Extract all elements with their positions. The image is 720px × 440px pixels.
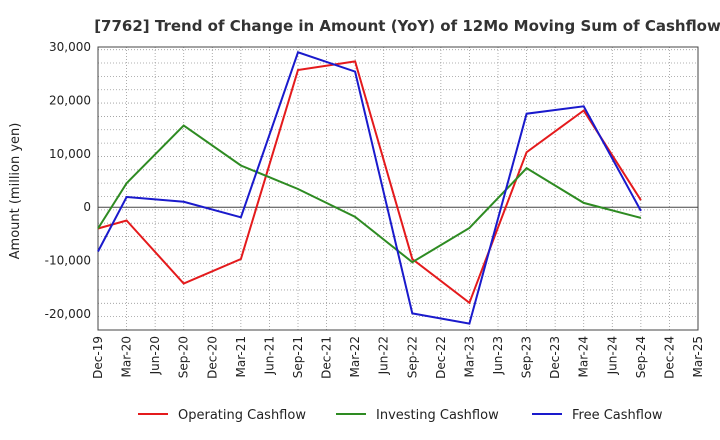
x-tick-label: Mar-20 [120,336,134,377]
plot-border [97,46,699,331]
y-tick-label: 10,000 [49,147,91,161]
x-tick-label: Sep-21 [291,336,305,378]
x-tick-label: Dec-22 [434,336,448,379]
legend-label-operating-cashflow: Operating Cashflow [178,408,306,423]
x-tick-label: Jun-22 [377,336,391,375]
series-line-investing-cashflow [97,124,642,264]
x-tick-label: Mar-23 [462,336,476,377]
chart-title: [7762] Trend of Change in Amount (YoY) o… [94,17,720,35]
series-group [97,51,642,325]
x-tick-label: Mar-22 [348,336,362,377]
x-tick-label: Sep-20 [177,336,191,378]
x-tick-label: Sep-22 [405,336,419,378]
plot-area [97,46,699,331]
x-axis: Dec-19 Mar-20 Jun-20 Sep-20 Dec-20 Mar-21 Jun-… [91,336,705,379]
legend-label-free-cashflow: Free Cashflow [572,408,663,423]
series-line-free-cashflow [97,51,642,325]
x-tick-label: Sep-23 [520,336,534,378]
x-tick-label: Mar-21 [234,336,248,377]
x-tick-label: Jun-21 [262,336,276,375]
legend-label-investing-cashflow: Investing Cashflow [376,408,499,423]
x-tick-label: Dec-21 [320,336,334,379]
x-tick-label: Dec-23 [548,336,562,379]
grid [97,47,699,331]
x-tick-label: Dec-20 [205,336,219,379]
x-tick-label: Jun-20 [148,336,162,375]
y-axis: -20,000 -10,000 0 10,000 20,000 30,000 [45,40,91,321]
y-tick-label: -10,000 [45,254,91,268]
x-tick-label: Jun-23 [491,336,505,375]
x-tick-label: Dec-24 [662,336,676,379]
series-line-operating-cashflow [97,60,642,305]
y-tick-label: 20,000 [49,93,91,107]
y-tick-label: 0 [83,200,91,214]
x-tick-label: Jun-24 [605,336,619,375]
x-tick-label: Sep-24 [634,336,648,378]
y-axis-label: Amount (million yen) [8,123,23,260]
x-tick-label: Mar-24 [577,336,591,377]
x-tick-label: Dec-19 [91,336,105,379]
legend: Operating Cashflow Investing Cashflow Free… [138,408,663,423]
y-tick-label: -20,000 [45,307,91,321]
y-tick-label: 30,000 [49,40,91,54]
x-tick-label: Mar-25 [691,336,705,377]
